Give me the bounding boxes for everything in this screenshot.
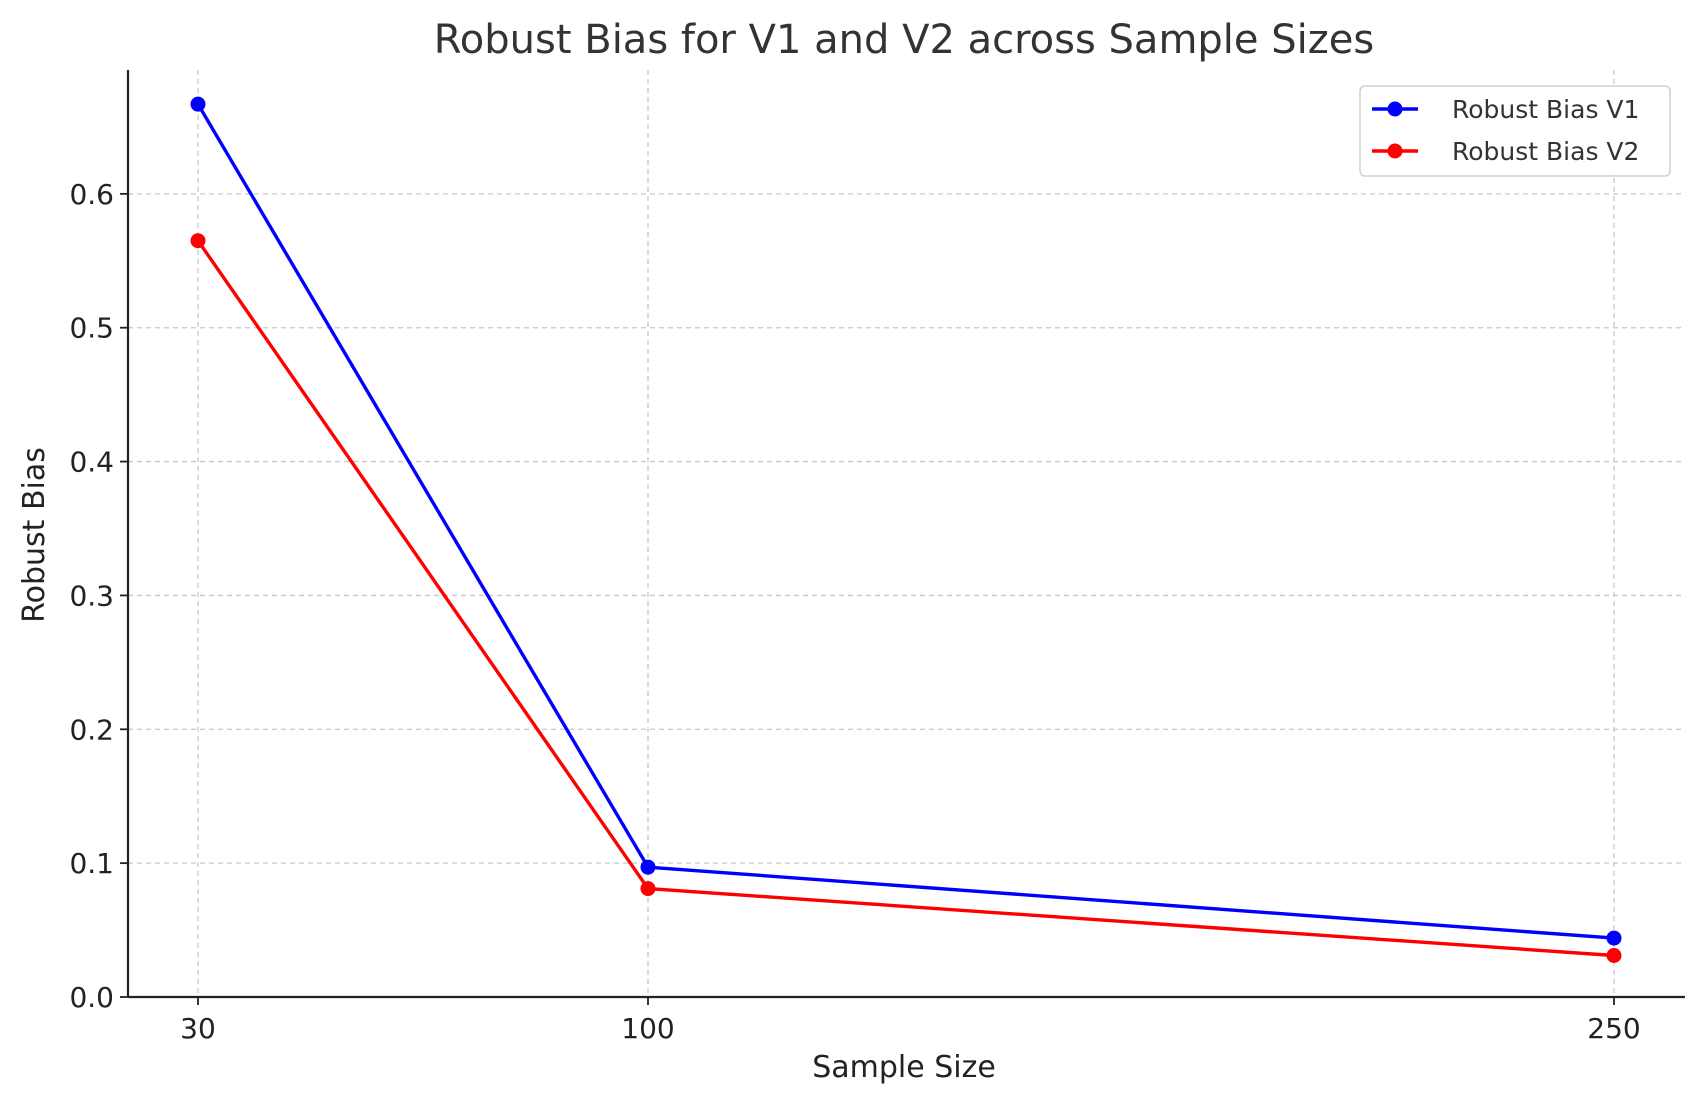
legend: Robust Bias V1 Robust Bias V2 <box>1359 85 1671 177</box>
legend-marker-2 <box>1387 143 1403 159</box>
x-tick-label: 30 <box>180 1012 216 1045</box>
y-tick-label: 0.3 <box>69 579 114 612</box>
data-point-series-2 <box>1606 948 1622 964</box>
data-point-series-2 <box>640 881 656 897</box>
y-tick-label: 0.4 <box>69 446 114 479</box>
x-tick-label: 100 <box>621 1012 674 1045</box>
axes <box>120 70 1685 1005</box>
legend-label-1: Robust Bias V1 <box>1452 95 1639 124</box>
data-point-series-2 <box>190 233 206 249</box>
series-lines <box>190 96 1622 964</box>
data-point-series-1 <box>190 96 206 112</box>
x-axis-label: Sample Size <box>812 1050 996 1085</box>
chart-title: Robust Bias for V1 and V2 across Sample … <box>434 17 1374 63</box>
y-tick-label: 0.6 <box>69 178 114 211</box>
legend-marker-1 <box>1387 101 1403 117</box>
y-tick-label: 0.0 <box>69 981 114 1014</box>
legend-label-2: Robust Bias V2 <box>1452 137 1639 166</box>
grid <box>128 70 1685 997</box>
y-tick-label: 0.1 <box>69 847 114 880</box>
x-tick-label: 250 <box>1587 1012 1640 1045</box>
legend-box <box>1359 85 1671 177</box>
tick-labels: 0.0 0.1 0.2 0.3 0.4 0.5 0.6 30 100 250 <box>69 178 1640 1045</box>
y-tick-label: 0.5 <box>69 312 114 345</box>
data-point-series-1 <box>1606 930 1622 946</box>
y-axis-label: Robust Bias <box>17 447 52 623</box>
series-line-1 <box>196 102 1616 940</box>
data-point-series-1 <box>640 859 656 875</box>
y-tick-label: 0.2 <box>69 713 114 746</box>
series-line-2 <box>196 239 1616 958</box>
